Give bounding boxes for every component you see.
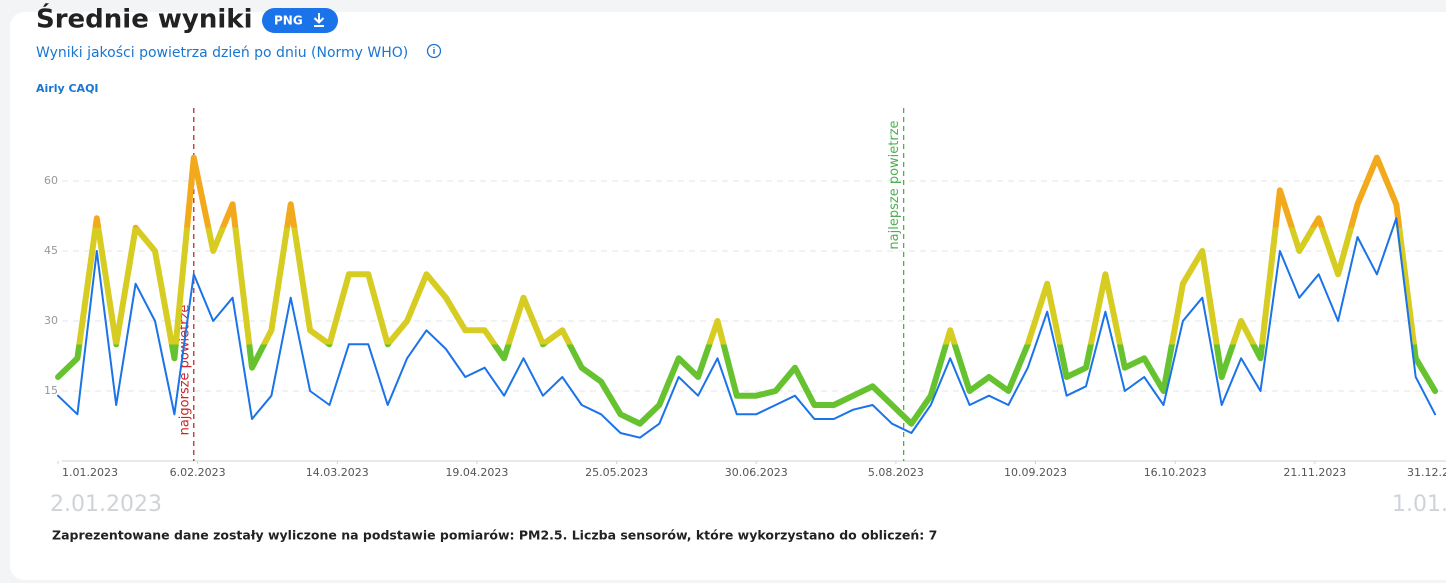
x-tick-label: 6.02.2023: [170, 466, 226, 479]
x-tick-label: 25.05.2023: [585, 466, 648, 479]
card: [10, 12, 1446, 580]
x-tick-label: 30.06.2023: [725, 466, 788, 479]
x-tick-label: 21.11.2023: [1283, 466, 1346, 479]
y-tick-label: 60: [44, 174, 58, 187]
x-tick-label: 10.09.2023: [1004, 466, 1067, 479]
download-icon[interactable]: [313, 13, 325, 27]
x-tick-label: 31.12.2023: [1407, 466, 1446, 479]
range-end: 1.01.2024: [1392, 492, 1446, 517]
annotation-label: najgorsze powietrze: [177, 305, 192, 436]
x-tick-label: 14.03.2023: [306, 466, 369, 479]
png-button[interactable]: PNG: [262, 8, 338, 33]
info-icon[interactable]: [426, 43, 442, 59]
range-start: 2.01.2023: [50, 492, 162, 517]
x-tick-label: 1.01.2023: [62, 466, 118, 479]
y-tick-label: 15: [44, 384, 58, 397]
title: Średnie wyniki: [36, 3, 253, 35]
footer-note: Zaprezentowane dane zostały wyliczone na…: [52, 528, 937, 543]
y-axis-label: Airly CAQI: [36, 82, 99, 95]
info-circle[interactable]: [426, 43, 442, 59]
subtitle: Wyniki jakości powietrza dzień po dniu (…: [36, 45, 408, 61]
x-tick-label: 5.08.2023: [868, 466, 924, 479]
plot: 15 30 45 60 1.01.2023 6.02.2023 14.03.2023 19.0…: [44, 108, 1446, 479]
x-tick-label: 16.10.2023: [1144, 466, 1207, 479]
y-tick-label: 30: [44, 314, 58, 327]
button-label[interactable]: PNG: [274, 14, 303, 28]
y-tick-label: 45: [44, 244, 58, 257]
x-tick-label: 19.04.2023: [445, 466, 508, 479]
annotation-label: najlepsze powietrze: [887, 120, 902, 249]
series-line: [57, 217, 1437, 439]
series-line: [55, 154, 1439, 427]
